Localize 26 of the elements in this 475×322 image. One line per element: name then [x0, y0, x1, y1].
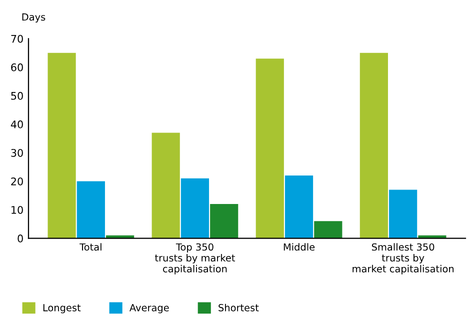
bar [152, 132, 180, 238]
y-tick-label: 30 [11, 148, 23, 157]
legend-label: Average [130, 304, 169, 314]
x-tick-label: Total [80, 243, 102, 251]
bar [360, 52, 388, 238]
bar [314, 221, 342, 238]
y-tick-label: 70 [11, 34, 23, 43]
y-tick-label: 10 [12, 206, 23, 214]
y-tick-label: 60 [11, 63, 23, 72]
bar [284, 176, 314, 238]
bar [210, 204, 238, 238]
y-tick-label: 40 [10, 120, 23, 128]
y-tick-label: 20 [11, 177, 23, 186]
x-tick-label: Top 350 trusts by market capitalisation [154, 243, 236, 274]
legend-label: Shortest [218, 304, 259, 312]
y-tick-label: 50 [11, 92, 23, 100]
x-tick-label: Smallest 350 trusts by market capitalisation [352, 243, 454, 274]
bar [48, 52, 76, 238]
bar [76, 181, 105, 238]
bar [180, 178, 210, 238]
bar [389, 190, 418, 238]
bar [256, 58, 284, 238]
x-tick-label: Middle [284, 243, 315, 251]
legend-label: Longest [43, 304, 81, 314]
y-tick-label: 0 [18, 234, 23, 242]
y-axis-title: Days [22, 13, 46, 23]
